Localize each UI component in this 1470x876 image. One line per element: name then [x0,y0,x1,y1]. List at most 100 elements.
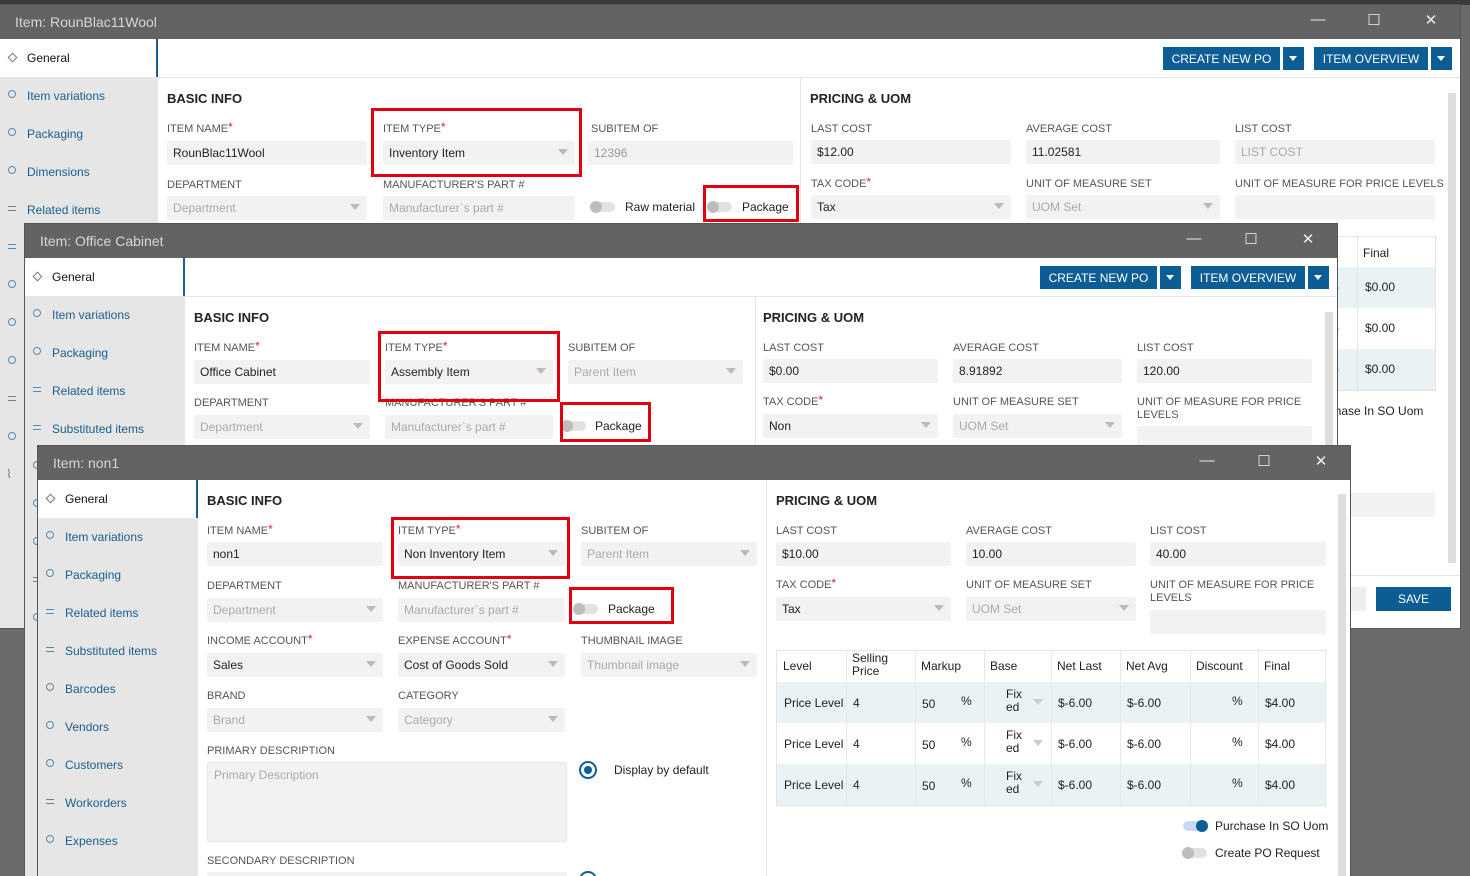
item-name-input[interactable]: Office Cabinet [194,360,370,384]
department-select[interactable]: Department [167,196,367,220]
package-toggle[interactable] [707,201,732,213]
item-type-select[interactable]: Inventory Item [383,141,575,165]
average-cost-input[interactable]: 8.91892 [953,359,1122,383]
income-account-select[interactable]: Sales [207,653,383,677]
maximize-icon[interactable]: ☐ [1367,12,1381,29]
markup-input[interactable]: 50 [922,738,936,752]
sidebar-item-substituted-items[interactable]: Substituted items [25,410,185,448]
average-cost-input[interactable]: 10.00 [966,542,1136,566]
tax-code-select[interactable]: Tax [776,597,951,621]
sidebar-item-hidden[interactable] [0,381,158,419]
sidebar-item-vendors[interactable]: Vendors [38,708,198,746]
sidebar-item-barcodes[interactable]: Barcodes [38,670,198,708]
base-select[interactable]: Fixed [1006,687,1022,714]
base-select[interactable]: Fixed [1006,769,1022,796]
create-po-request-toggle[interactable] [1182,847,1207,859]
sidebar-item-item-variations[interactable]: Item variations [25,296,185,334]
last-cost-input[interactable]: $0.00 [763,359,938,383]
item-name-input[interactable]: RounBlac11Wool [167,141,367,165]
sidebar-item-hidden[interactable] [0,419,158,457]
create-po-dropdown-button[interactable] [1283,47,1304,70]
display-by-default-radio[interactable] [579,761,597,779]
maximize-icon[interactable]: ☐ [1244,231,1258,248]
create-new-po-button[interactable]: CREATE NEW PO [1040,266,1157,289]
subitem-input[interactable]: 12396 [588,141,793,165]
list-cost-input[interactable]: 40.00 [1150,542,1326,566]
expense-account-select[interactable]: Cost of Goods Sold [398,653,565,677]
sidebar-item-expenses[interactable]: Expenses [38,822,198,860]
last-cost-input[interactable]: $12.00 [811,140,1011,164]
average-cost-input[interactable]: 11.02581 [1026,140,1220,164]
thumbnail-image-select[interactable]: Thumbnail image [581,653,757,677]
sidebar-item-hidden[interactable]: ⌇ [0,457,158,495]
sidebar-item-item-variations[interactable]: Item variations [0,77,158,115]
sidebar-item-general[interactable]: General [25,258,185,296]
uom-price-levels-select[interactable] [1150,610,1326,634]
list-cost-input[interactable]: 120.00 [1137,359,1312,383]
secondary-display-radio[interactable] [579,871,597,876]
item-overview-button[interactable]: ITEM OVERVIEW [1314,47,1428,70]
sidebar-item-hidden[interactable] [0,343,158,381]
brand-select[interactable]: Brand [207,708,383,732]
scrollbar[interactable] [1338,494,1346,876]
tax-code-select[interactable]: Tax [811,195,1011,219]
close-icon[interactable]: ✕ [1424,12,1438,29]
sidebar-item-workorders[interactable]: Workorders [38,784,198,822]
uom-set-select[interactable]: UOM Set [966,597,1136,621]
secondary-description-textarea[interactable] [207,872,567,876]
sidebar-item-packaging[interactable]: Packaging [0,115,158,153]
sidebar-item-hidden[interactable] [0,305,158,343]
save-button[interactable]: SAVE [1376,587,1451,611]
item-overview-dropdown-button[interactable] [1431,47,1452,70]
minimize-icon[interactable]: — [1186,230,1202,247]
manufacturer-part-input[interactable]: Manufacturer`s part # [385,415,553,439]
department-select[interactable]: Department [207,598,383,622]
package-toggle[interactable] [561,420,586,432]
sidebar-item-packaging[interactable]: Packaging [38,556,198,594]
item-overview-dropdown-button[interactable] [1308,266,1329,289]
item-name-input[interactable]: non1 [207,542,383,566]
subitem-select[interactable]: Parent Item [568,360,743,384]
maximize-icon[interactable]: ☐ [1257,453,1271,470]
sidebar-item-hidden[interactable] [0,267,158,305]
sidebar-item-customers[interactable]: Customers [38,746,198,784]
sidebar-item-general[interactable]: General [38,480,198,518]
sidebar-item-hidden[interactable] [25,562,185,600]
sidebar-item-related-items[interactable]: Related items [0,191,158,229]
manufacturer-part-input[interactable]: Manufacturer`s part # [383,196,575,220]
close-icon[interactable]: ✕ [1301,231,1315,248]
create-new-po-button[interactable]: CREATE NEW PO [1163,47,1280,70]
category-select[interactable]: Category [398,708,565,732]
sidebar-item-related-items[interactable]: Related items [25,372,185,410]
close-icon[interactable]: ✕ [1314,453,1328,470]
uom-price-levels-select[interactable] [1235,195,1435,219]
sidebar-item-substituted-items[interactable]: Substituted items [38,632,198,670]
sidebar-item-packaging[interactable]: Packaging [25,334,185,372]
markup-input[interactable]: 50 [922,779,936,793]
uom-set-select[interactable]: UOM Set [953,414,1122,438]
list-cost-input[interactable]: LIST COST [1235,140,1435,164]
item-overview-button[interactable]: ITEM OVERVIEW [1191,266,1305,289]
sidebar-item-related-items[interactable]: Related items [38,594,198,632]
department-select[interactable]: Department [194,415,370,439]
sidebar-item-general[interactable]: General [0,39,158,77]
minimize-icon[interactable]: — [1310,11,1326,28]
item-type-select[interactable]: Assembly Item [385,360,553,384]
sidebar-item-dimensions[interactable]: Dimensions [0,153,158,191]
raw-material-toggle[interactable] [590,201,615,213]
uom-set-select[interactable]: UOM Set [1026,195,1220,219]
sidebar-item-hidden[interactable] [0,229,158,267]
item-type-select[interactable]: Non Inventory Item [398,542,565,566]
minimize-icon[interactable]: — [1199,452,1215,469]
primary-description-textarea[interactable]: Primary Description [207,762,567,842]
last-cost-input[interactable]: $10.00 [776,542,951,566]
tax-code-select[interactable]: Non [763,414,938,438]
markup-input[interactable]: 50 [922,697,936,711]
subitem-select[interactable]: Parent Item [581,542,757,566]
manufacturer-part-input[interactable]: Manufacturer`s part # [398,598,565,622]
sidebar-item-item-variations[interactable]: Item variations [38,518,198,556]
create-po-dropdown-button[interactable] [1160,266,1181,289]
package-toggle[interactable] [573,603,598,615]
purchase-in-so-uom-toggle[interactable] [1183,820,1208,832]
scrollbar[interactable] [1448,93,1456,563]
